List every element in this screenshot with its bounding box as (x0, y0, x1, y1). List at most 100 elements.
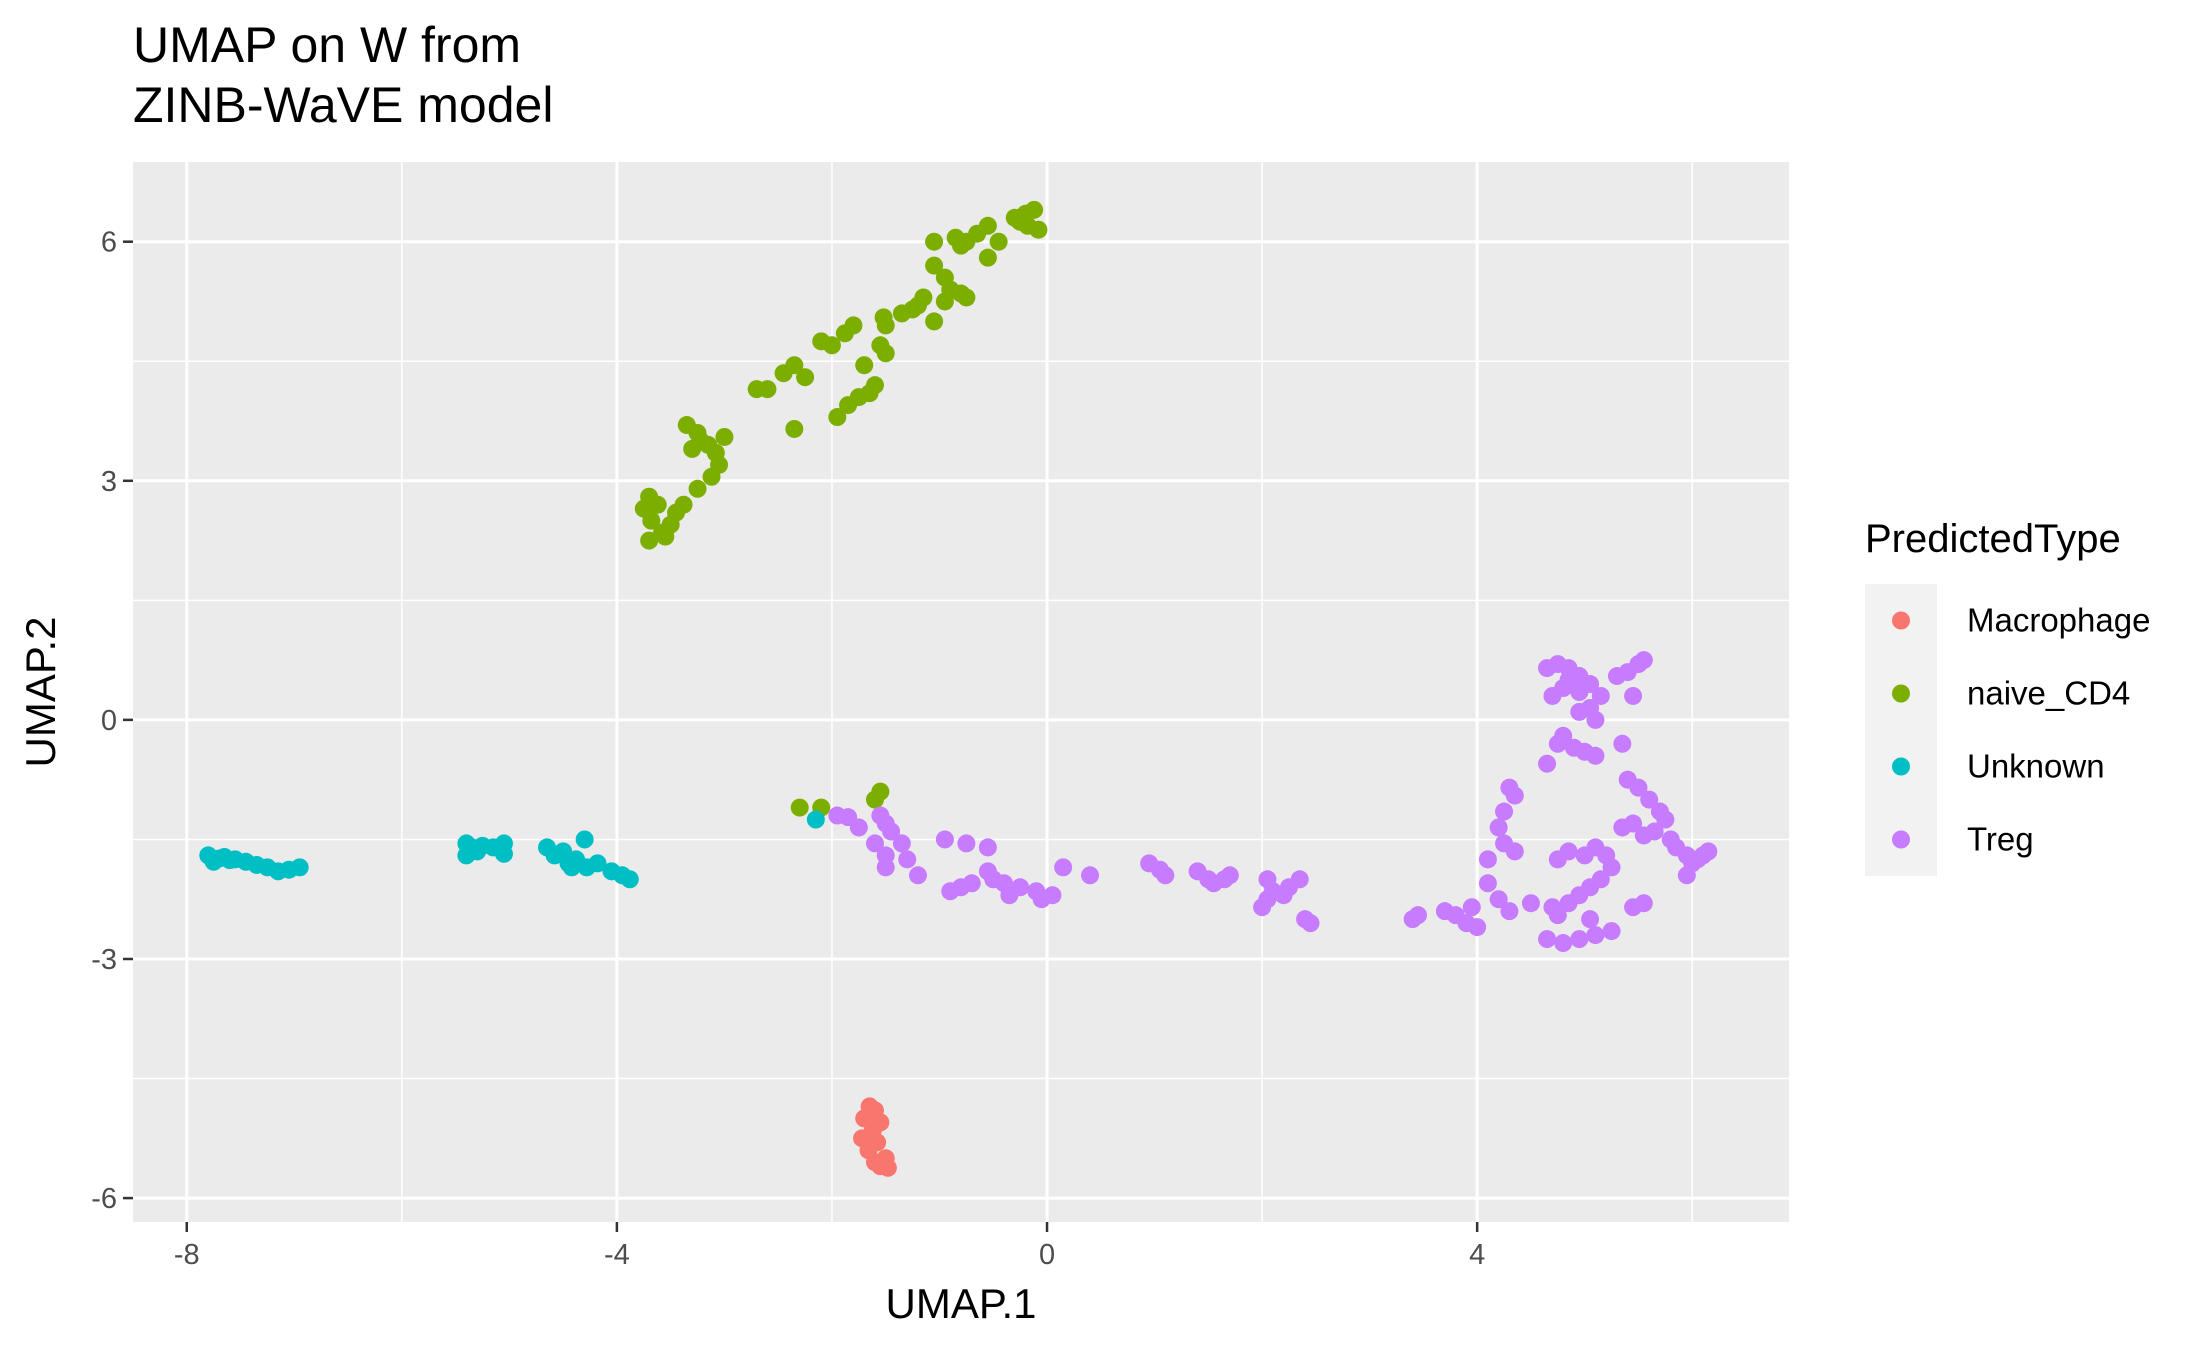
point-naive-cd4 (706, 443, 725, 462)
point-treg (1290, 870, 1309, 889)
point-treg (1602, 922, 1621, 941)
point-treg (1043, 886, 1062, 905)
point-treg (1495, 802, 1514, 821)
chart-title-line-1: UMAP on W from (133, 17, 521, 73)
point-treg (1554, 934, 1573, 953)
point-treg (1156, 866, 1175, 885)
point-treg (1640, 790, 1659, 809)
point-naive-cd4 (674, 495, 693, 514)
y-tick-label: -6 (91, 1183, 117, 1215)
point-naive-cd4 (957, 288, 976, 307)
point-treg (892, 834, 911, 853)
point-treg (1489, 818, 1508, 837)
point-treg (1586, 926, 1605, 945)
legend-key-naive-cd4 (1892, 684, 1910, 703)
y-tick-label: -3 (91, 944, 117, 976)
point-unknown (806, 810, 825, 829)
x-tick-label: 0 (1039, 1239, 1055, 1271)
point-treg (1656, 810, 1675, 829)
point-treg (1500, 902, 1519, 921)
point-treg (1478, 850, 1497, 869)
point-naive-cd4 (903, 300, 922, 319)
point-treg (1538, 659, 1557, 678)
point-naive-cd4 (865, 376, 884, 395)
x-tick-label: -4 (604, 1239, 630, 1271)
y-axis: -6 -3 0 3 6 (91, 227, 133, 1215)
legend-label-unknown: Unknown (1967, 748, 2105, 785)
point-treg (1634, 651, 1653, 670)
point-naive-cd4 (688, 479, 707, 498)
x-tick-label: -8 (174, 1239, 200, 1271)
point-treg (1559, 842, 1578, 861)
legend-entries: Macrophage naive_CD4 Unknown Treg (1892, 602, 2150, 858)
point-treg (849, 818, 868, 837)
y-axis-label: UMAP.2 (17, 617, 64, 768)
point-treg (1468, 918, 1487, 937)
y-tick-label: 3 (101, 466, 117, 498)
point-unknown (494, 844, 513, 863)
point-naive-cd4 (978, 216, 997, 235)
point-naive-cd4 (688, 423, 707, 442)
point-naive-cd4 (876, 344, 895, 363)
point-treg (1500, 778, 1519, 797)
plot-panel (133, 162, 1789, 1222)
point-treg (1613, 734, 1632, 753)
point-naive-cd4 (715, 427, 734, 446)
point-treg (1591, 686, 1610, 705)
point-naive-cd4 (925, 232, 944, 251)
point-treg (1602, 858, 1621, 877)
point-treg (1586, 746, 1605, 765)
point-treg (1586, 710, 1605, 729)
legend-key-background (1865, 584, 1937, 876)
point-treg (1645, 822, 1664, 841)
point-naive-cd4 (785, 356, 804, 375)
y-tick-label: 6 (101, 227, 117, 259)
point-treg (1538, 754, 1557, 773)
point-naive-cd4 (855, 356, 874, 375)
point-naive-cd4 (1029, 220, 1048, 239)
point-naive-cd4 (648, 495, 667, 514)
point-naive-cd4 (642, 511, 661, 530)
point-treg (1011, 878, 1030, 897)
point-treg (1559, 659, 1578, 678)
point-treg (865, 834, 884, 853)
point-naive-cd4 (1011, 212, 1030, 231)
point-treg (1677, 846, 1696, 865)
point-treg (1554, 726, 1573, 745)
y-tick-label: 0 (101, 705, 117, 737)
point-macrophage (878, 1158, 897, 1177)
point-unknown (562, 858, 581, 877)
data-points (199, 200, 1718, 1177)
point-naive-cd4 (952, 236, 970, 255)
point-treg (882, 822, 901, 841)
point-treg (1570, 683, 1589, 701)
point-naive-cd4 (758, 380, 777, 399)
legend-key-treg (1892, 830, 1910, 849)
chart-title-line-2: ZINB-WaVE model (133, 77, 553, 133)
x-tick-label: 4 (1469, 1239, 1485, 1271)
point-naive-cd4 (785, 419, 804, 438)
point-naive-cd4 (844, 316, 863, 335)
point-treg (1581, 910, 1600, 929)
point-unknown (620, 870, 639, 889)
point-naive-cd4 (790, 798, 809, 817)
point-treg (898, 850, 917, 869)
legend: PredictedType Macrophage naive_CD4 Unknown… (1865, 517, 2150, 876)
point-unknown (220, 851, 239, 870)
point-unknown (457, 846, 476, 865)
point-naive-cd4 (914, 288, 933, 307)
point-treg (978, 838, 997, 857)
point-treg (962, 874, 981, 893)
point-naive-cd4 (828, 408, 847, 427)
point-treg (957, 834, 976, 853)
point-treg (1505, 842, 1524, 861)
point-treg (1629, 778, 1648, 797)
x-axis: -8 -4 0 4 (174, 1222, 1485, 1271)
point-naive-cd4 (935, 268, 954, 287)
legend-key-unknown (1892, 757, 1910, 776)
point-treg (1634, 894, 1653, 913)
point-treg (1559, 894, 1578, 913)
